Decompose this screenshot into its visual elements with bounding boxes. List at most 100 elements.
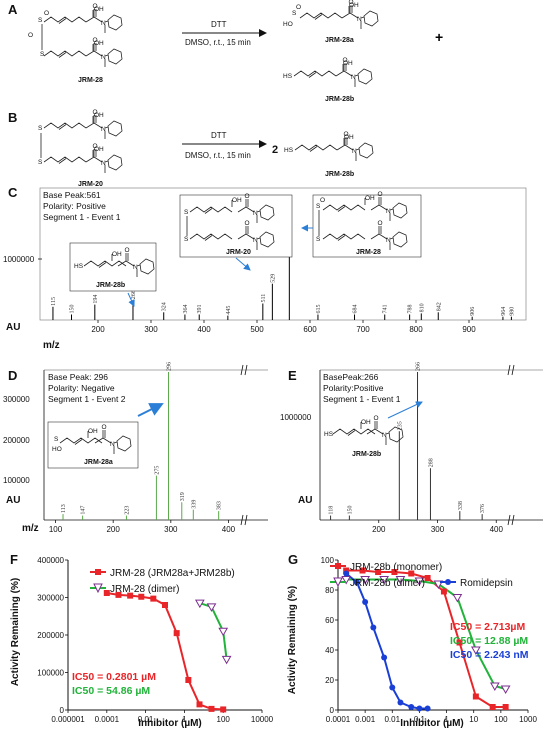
svg-text:HS: HS: [283, 73, 293, 80]
ms-d-ytick-1: 300000: [3, 395, 30, 404]
molecule-jrm28-structure: O S O S OH OH: [28, 2, 123, 68]
data-point: [103, 590, 110, 596]
data-point: [472, 693, 479, 700]
svg-text:S: S: [316, 203, 321, 210]
ytick-label: 200000: [37, 631, 64, 640]
ytick-label: 100000: [37, 669, 64, 678]
svg-text:HS: HS: [284, 147, 294, 154]
data-point: [343, 570, 350, 577]
data-point: [389, 684, 396, 691]
ms-d-xtick: 300: [164, 525, 178, 534]
data-point: [362, 599, 369, 605]
ms-c-inset-jrm28: S O S OH JRM-28: [312, 190, 422, 258]
g-legend-red: JRM-28b (monomer): [350, 562, 442, 573]
svg-text:OH: OH: [232, 197, 242, 204]
molecule-jrm28b-structure-b: HS OH: [284, 130, 374, 162]
ytick-label: 100: [321, 556, 335, 565]
ms-e-xtick: 400: [490, 525, 504, 534]
ytick-label: 400000: [37, 556, 64, 565]
panel-label-d: D: [8, 368, 17, 383]
ms-c-peak-label: 842: [436, 302, 442, 311]
data-point: [162, 602, 168, 608]
ms-d-ytick-2: 200000: [3, 436, 30, 445]
svg-text:JRM-28a: JRM-28a: [84, 459, 113, 466]
ms-spectrum-e: E BasePeak:266 Polarity:Positive Segment…: [280, 362, 543, 534]
data-point: [218, 627, 229, 637]
svg-text:HO: HO: [283, 21, 293, 28]
ms-e-info-2: Polarity:Positive: [323, 383, 384, 393]
ms-c-xtick: 800: [409, 325, 423, 334]
data-point: [489, 682, 500, 692]
label-jrm28: JRM-28: [78, 77, 103, 84]
svg-text:OH: OH: [94, 146, 104, 153]
ms-c-inset-jrm28b: HS OH JRM-28b: [69, 242, 157, 292]
ms-c-xlabel: m/z: [43, 340, 60, 351]
ms-d-info-3: Segment 1 - Event 2: [48, 394, 126, 404]
f-ylabel: Activity Remaining (%): [10, 578, 21, 686]
svg-text:OH: OH: [361, 419, 371, 426]
xtick-label: 100: [217, 715, 231, 724]
reagent-dtt-a: DTT: [211, 20, 227, 29]
panel-label-b: B: [8, 110, 17, 125]
svg-text:S: S: [40, 51, 45, 58]
ms-d-ylabel: AU: [6, 495, 20, 506]
series-curve: [199, 602, 228, 660]
label-jrm28a: JRM-28a: [325, 37, 354, 44]
f-legend: JRM-28 (JRM28a+JRM28b) JRM-28 (dimer): [90, 568, 235, 595]
xtick-label: 0.01: [138, 715, 154, 724]
xtick-label: 100: [494, 715, 508, 724]
g-ylabel: Activity Remaining (%): [287, 586, 298, 694]
data-point: [440, 588, 447, 595]
ms-c-info-2: Polarity: Positive: [43, 201, 106, 211]
data-point: [370, 624, 377, 631]
data-point: [221, 655, 232, 665]
data-point: [391, 569, 398, 575]
xtick-label: 0.000001: [51, 715, 85, 724]
ms-c-peak-label: 906: [470, 307, 476, 316]
svg-text:JRM-28b: JRM-28b: [352, 451, 381, 458]
data-point: [138, 593, 145, 600]
data-point: [452, 594, 463, 603]
xtick-label: 0.1: [414, 715, 426, 724]
molecule-jrm28a-structure: S HO O OH: [283, 0, 379, 30]
ms-c-peak-label: 391: [197, 305, 203, 314]
conditions-a: DMSO, r.t., 15 min: [185, 38, 251, 47]
svg-text:O: O: [320, 197, 325, 204]
data-point: [408, 704, 415, 710]
ms-spectrum-d: D Base Peak: 296 Polarity: Negative Segm…: [3, 362, 268, 534]
dose-response-chart-g: G Activity Remaining (%) Inhibitor (µM) …: [287, 552, 537, 729]
svg-text:OH: OH: [343, 60, 353, 67]
ytick-label: 0: [60, 706, 65, 715]
molecule-jrm28b-structure-a: HS OH: [283, 56, 373, 88]
label-jrm28b-b: JRM-28b: [325, 171, 354, 178]
data-point: [185, 677, 192, 683]
ytick-label: 60: [325, 616, 334, 625]
xtick-label: 0.0001: [95, 715, 120, 724]
label-jrm28b-a: JRM-28b: [325, 96, 354, 103]
svg-text:OH: OH: [349, 2, 359, 9]
g-xlabel: Inhibitor (µM): [400, 718, 464, 729]
ms-c-peak-label: 194: [93, 295, 99, 304]
svg-text:O: O: [28, 32, 33, 39]
ms-c-xtick: 900: [462, 325, 476, 334]
ms-spectrum-c: C Base Peak:561 Polarity: Positive Segme…: [3, 185, 527, 351]
series-curve: [346, 578, 506, 690]
ms-c-ylabel: AU: [6, 322, 20, 333]
ms-c-xtick: 200: [91, 325, 105, 334]
scheme-b: B S S OH OH JRM-20 DTT DMSO, r.t., 15 mi…: [8, 108, 374, 188]
data-point: [424, 705, 431, 712]
ms-c-xtick: 600: [303, 325, 317, 334]
svg-text:S: S: [38, 159, 43, 166]
ytick-label: 40: [325, 646, 334, 655]
ms-d-peak-label: 223: [124, 506, 130, 515]
xtick-label: 1: [182, 715, 187, 724]
svg-text:S: S: [292, 10, 297, 17]
ms-d-info-1: Base Peak: 296: [48, 372, 108, 382]
ms-c-peak-label: 684: [353, 305, 359, 314]
ms-d-peak-label: 147: [81, 506, 87, 515]
ytick-label: 0: [330, 706, 335, 715]
coefficient-2: 2: [272, 144, 278, 156]
g-ic50-green: IC50 = 12.88 µM: [450, 635, 528, 647]
ms-e-peak-label: 376: [480, 504, 486, 513]
ms-d-xlabel: m/z: [22, 523, 39, 534]
